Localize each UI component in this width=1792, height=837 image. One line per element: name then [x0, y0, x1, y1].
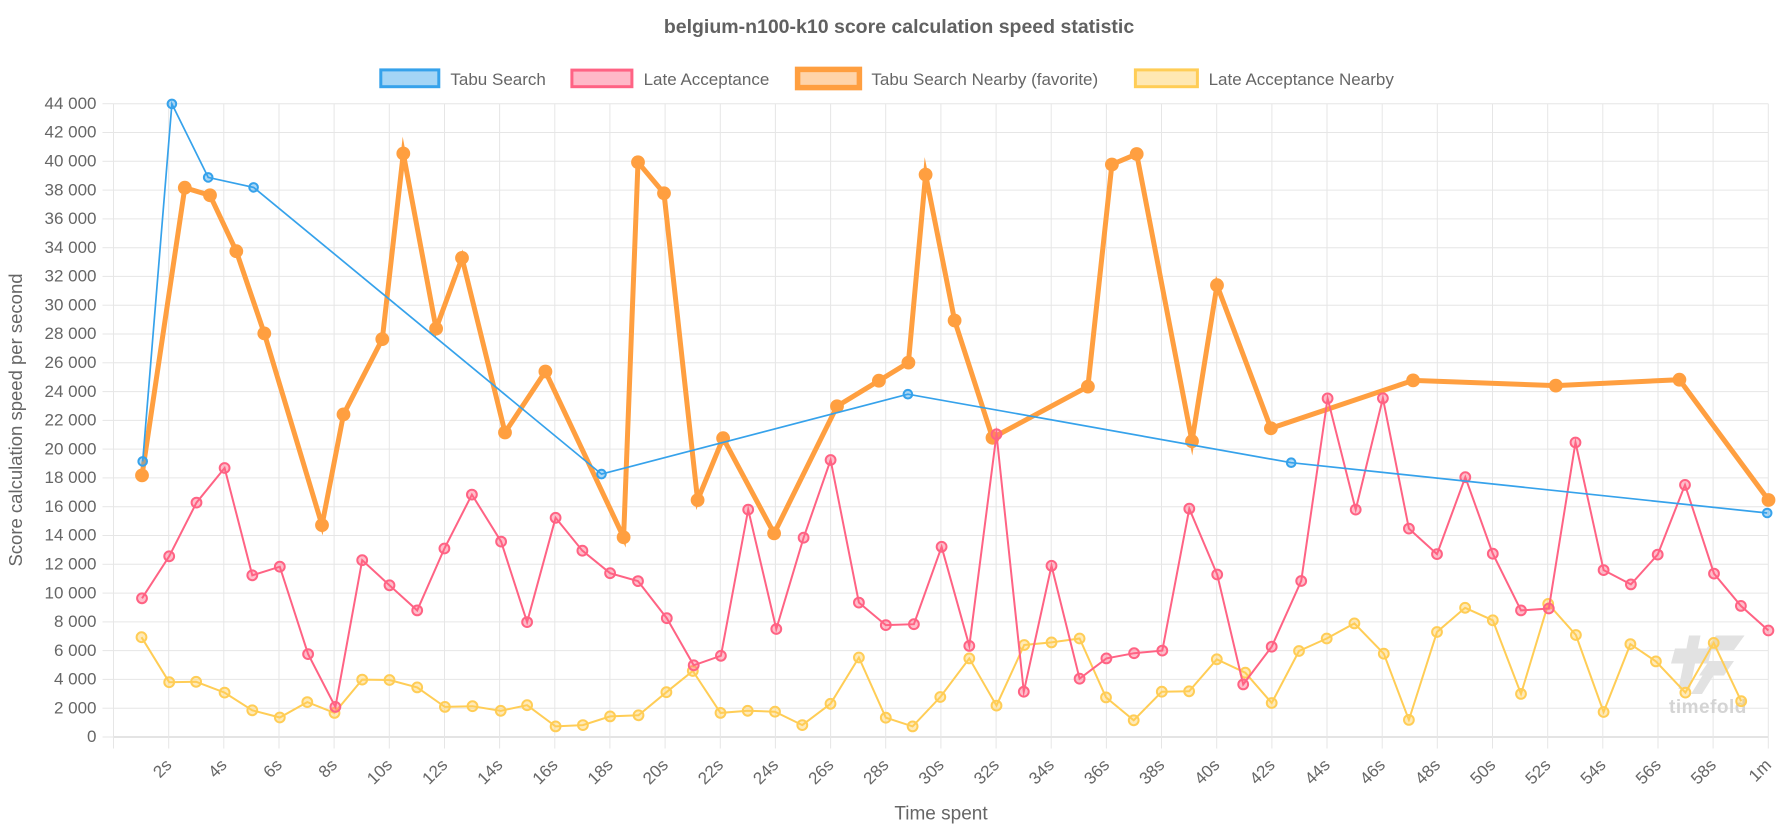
svg-text:22 000: 22 000 [45, 411, 97, 430]
svg-text:34 000: 34 000 [45, 238, 97, 257]
svg-text:24 000: 24 000 [45, 382, 97, 401]
svg-text:Tabu Search: Tabu Search [450, 70, 545, 89]
svg-text:32 000: 32 000 [45, 267, 97, 286]
svg-text:2 000: 2 000 [54, 698, 97, 717]
svg-text:0: 0 [87, 727, 96, 746]
svg-text:8 000: 8 000 [54, 612, 97, 631]
svg-text:Tabu Search Nearby (favorite): Tabu Search Nearby (favorite) [871, 70, 1098, 89]
svg-text:14 000: 14 000 [45, 526, 97, 545]
svg-text:belgium-n100-k10 score calcula: belgium-n100-k10 score calculation speed… [664, 16, 1134, 38]
svg-text:16 000: 16 000 [45, 497, 97, 516]
svg-text:26 000: 26 000 [45, 353, 97, 372]
svg-text:30 000: 30 000 [45, 295, 97, 314]
svg-text:38 000: 38 000 [45, 180, 97, 199]
svg-text:28 000: 28 000 [45, 324, 97, 343]
svg-text:18 000: 18 000 [45, 468, 97, 487]
svg-text:6 000: 6 000 [54, 641, 97, 660]
svg-text:44 000: 44 000 [45, 94, 97, 113]
svg-text:40 000: 40 000 [45, 152, 97, 171]
svg-text:10 000: 10 000 [45, 583, 97, 602]
svg-text:12 000: 12 000 [45, 555, 97, 574]
svg-text:Score calculation speed per se: Score calculation speed per second [5, 273, 26, 566]
svg-text:Late Acceptance Nearby: Late Acceptance Nearby [1209, 70, 1395, 89]
svg-text:36 000: 36 000 [45, 209, 97, 228]
svg-text:Time spent: Time spent [894, 804, 988, 825]
svg-text:4 000: 4 000 [54, 670, 97, 689]
svg-text:42 000: 42 000 [45, 123, 97, 142]
svg-text:Late Acceptance: Late Acceptance [644, 70, 770, 89]
svg-text:timefold: timefold [1669, 697, 1747, 718]
svg-text:20 000: 20 000 [45, 439, 97, 458]
